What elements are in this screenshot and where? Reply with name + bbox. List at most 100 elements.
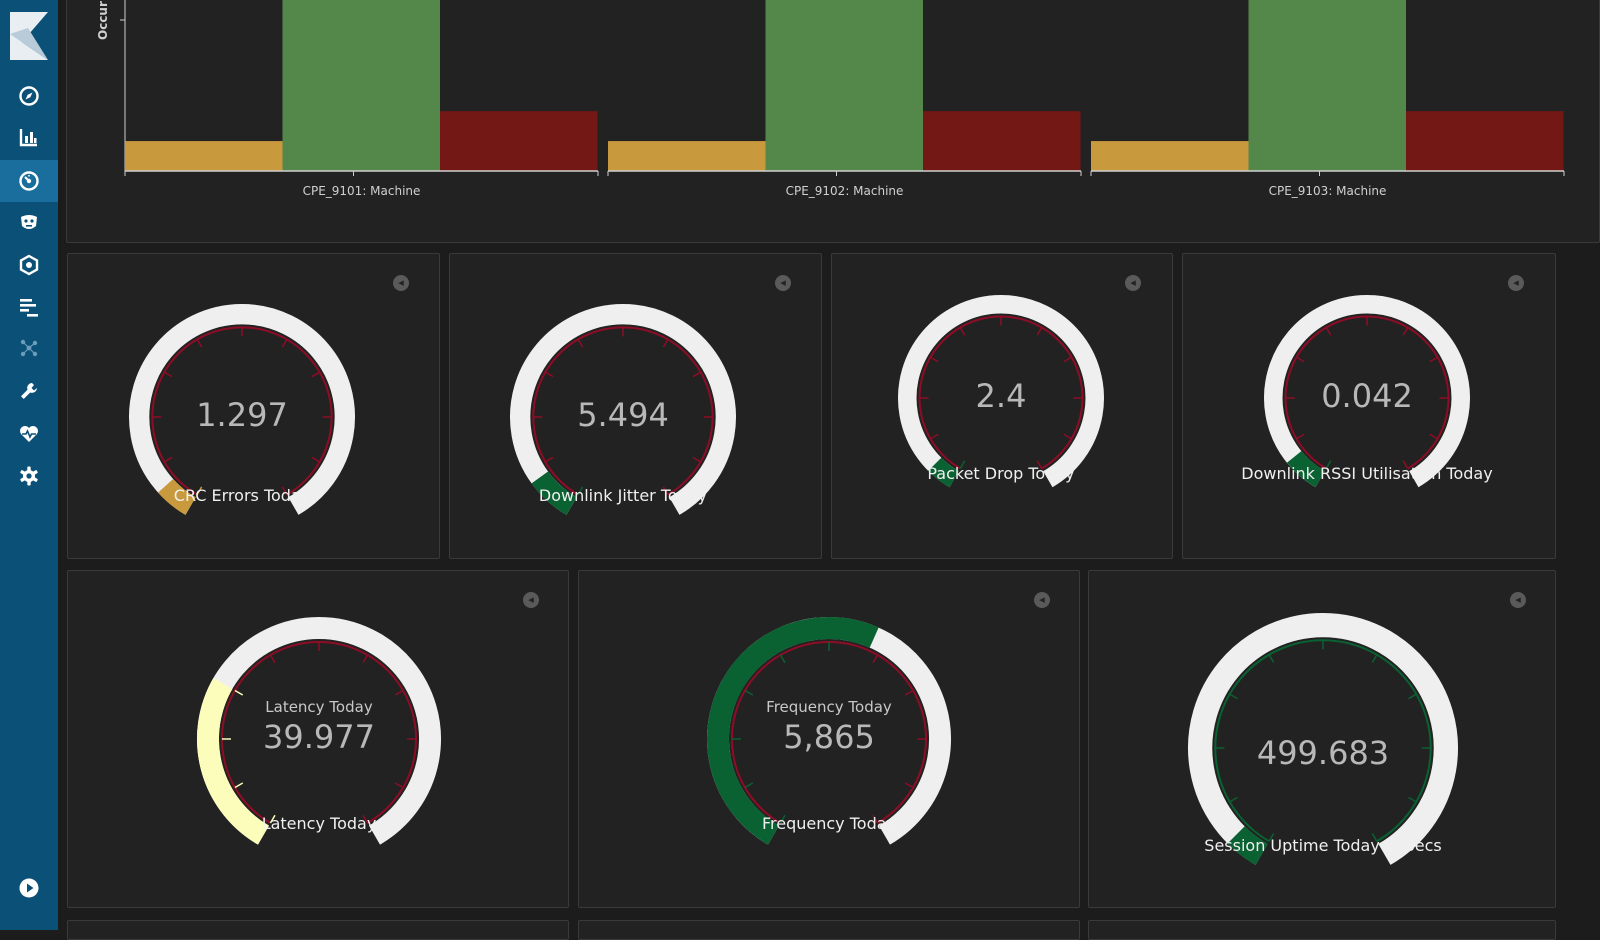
bar[interactable]	[283, 0, 441, 171]
gauge-tick	[1326, 327, 1330, 335]
bar[interactable]	[766, 0, 924, 171]
ml-icon	[18, 254, 40, 276]
panel-partial-3	[1088, 920, 1556, 940]
kibana-logo[interactable]	[10, 12, 48, 60]
gauge-tick	[745, 690, 753, 695]
gauge-value: 5,865	[783, 718, 875, 756]
gauge-tick	[1372, 655, 1377, 663]
nav-dashboard[interactable]	[0, 160, 58, 202]
gauge-tick	[363, 655, 368, 663]
bar[interactable]	[1249, 0, 1407, 171]
gauge-label: Downlink Jitter Today	[539, 486, 707, 505]
gauge-value: 2.4	[976, 377, 1027, 415]
gauge-tick	[164, 372, 172, 377]
gauge-tick	[663, 339, 668, 347]
gauge-label: CRC Errors Today	[174, 486, 310, 505]
bar-chart-panel: Occur CPE_9101: Machine CPE_9102: Machine C…	[66, 0, 1600, 243]
gauge-tick	[235, 690, 243, 695]
gauge-value: 499.683	[1257, 734, 1389, 772]
gauge-tick	[1408, 694, 1416, 698]
nav-discover[interactable]	[0, 76, 58, 116]
gauge-tick	[1230, 694, 1238, 699]
gauge-tick	[930, 434, 938, 438]
gauge-tick	[905, 783, 913, 788]
bar-chart: Occur CPE_9101: Machine CPE_9102: Machine C…	[67, 0, 1600, 244]
gauge-value: 1.297	[196, 396, 288, 434]
gauge-tick	[1430, 357, 1438, 361]
gauge-inner-label: Latency Today	[265, 698, 373, 716]
dashboard-main: Occur CPE_9101: Machine CPE_9102: Machine C…	[58, 0, 1600, 930]
gauge-tick	[930, 357, 938, 362]
gauge-tick	[164, 457, 172, 461]
gauge-tick	[395, 690, 403, 694]
gauge-tick	[960, 327, 964, 335]
apm-icon	[18, 296, 40, 318]
gauge-tick	[1064, 357, 1072, 361]
nav-visualize[interactable]	[0, 117, 58, 157]
nav-collapse[interactable]	[0, 868, 58, 908]
nav-dev-tools[interactable]	[0, 371, 58, 411]
panel-partial-1	[67, 920, 569, 940]
gauge-tick	[270, 655, 274, 663]
gauge-value: 5.494	[577, 396, 669, 434]
bar[interactable]	[608, 141, 766, 171]
heartbeat-icon	[18, 423, 40, 445]
bar[interactable]	[1406, 111, 1564, 171]
gauge-tick	[1430, 434, 1438, 439]
bar[interactable]	[125, 141, 283, 171]
bar[interactable]	[1091, 141, 1249, 171]
panel-partial-2	[578, 920, 1080, 940]
gauge-label: Frequency Today	[762, 814, 896, 833]
gauge-tick	[693, 372, 701, 376]
gauge-label: Latency Today	[262, 814, 377, 833]
gauge-tick	[1403, 327, 1408, 335]
x-tick-label: CPE_9103: Machine	[1269, 184, 1387, 198]
y-axis-title: Occur	[96, 1, 110, 40]
gauge-tick	[545, 372, 553, 377]
x-tick-label: CPE_9101: Machine	[303, 184, 421, 198]
gauge-tick	[395, 783, 403, 788]
gauge-label: Packet Drop Today	[927, 464, 1074, 483]
gauge-tick	[1408, 797, 1416, 802]
gauge-tick	[873, 655, 878, 663]
nav-graph[interactable]	[0, 328, 58, 368]
bar-chart-icon	[18, 126, 40, 148]
gauge-tick	[312, 457, 320, 462]
gauge-tick	[312, 372, 320, 376]
gauge-tick	[1269, 655, 1273, 663]
nav-apm[interactable]	[0, 287, 58, 327]
bar[interactable]	[440, 111, 598, 171]
gauge-value: 0.042	[1321, 377, 1413, 415]
gauge-value: 39.977	[263, 718, 375, 756]
gauge-tick	[1296, 434, 1304, 438]
nav-management[interactable]	[0, 456, 58, 496]
nav-timelion[interactable]	[0, 202, 58, 242]
x-tick-label: CPE_9102: Machine	[786, 184, 904, 198]
dashboard-icon	[18, 170, 40, 192]
gauge-tick	[545, 457, 553, 461]
bar[interactable]	[923, 111, 1081, 171]
gauge-tick	[1037, 327, 1042, 335]
graph-icon	[18, 337, 40, 359]
gauge-label: Session Uptime Today in Secs	[1204, 836, 1441, 855]
gauge-tick	[197, 339, 201, 347]
nav-machine-learning[interactable]	[0, 245, 58, 285]
timelion-icon	[18, 211, 40, 233]
gauge-tick	[780, 655, 784, 663]
gear-icon	[18, 465, 40, 487]
gauge-tick	[235, 783, 243, 787]
gauge-tick	[745, 783, 753, 787]
gauge-tick	[1064, 434, 1072, 439]
sidebar	[0, 0, 58, 930]
gauge-tick	[693, 457, 701, 462]
gauge-tick	[282, 339, 287, 347]
nav-monitoring[interactable]	[0, 414, 58, 454]
gauge-tick	[578, 339, 582, 347]
play-icon	[18, 877, 40, 899]
